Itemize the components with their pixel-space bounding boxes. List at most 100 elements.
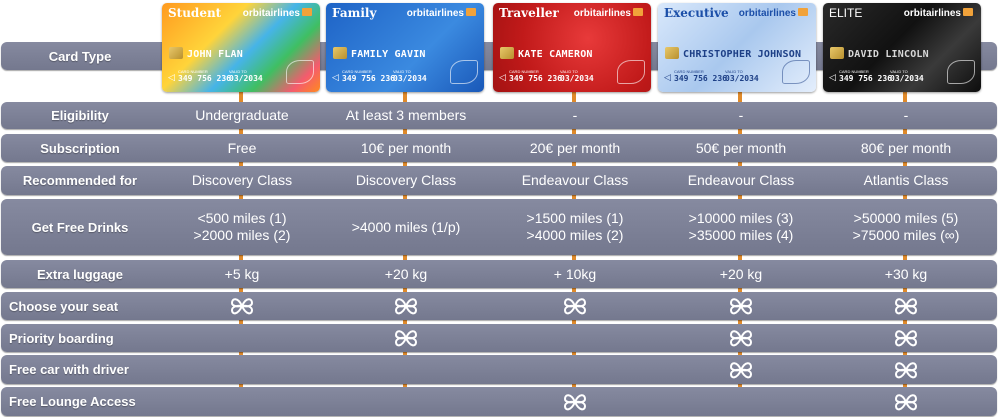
feature-row: Free Lounge Access — [1, 387, 997, 416]
cell-line: >1500 miles (1) — [526, 210, 624, 226]
cell-line: At least 3 members — [345, 107, 467, 123]
row-label: Recommended for — [22, 173, 138, 188]
cell-line: Discovery Class — [355, 172, 457, 188]
card-number: 349 756 236 — [178, 74, 231, 83]
cell-line: >4000 miles (1/p) — [351, 218, 461, 235]
cell-line: +5 kg — [224, 265, 260, 282]
cell-line: Endeavour Class — [521, 172, 629, 188]
fern-icon — [947, 60, 975, 84]
row-label: Free Lounge Access — [9, 394, 136, 409]
cell-line: +30 kg — [884, 265, 928, 282]
row-cell: Atlantis Class — [826, 166, 986, 195]
feature-row: Priority boarding — [1, 324, 997, 352]
valid-to-caption: VALID TO — [560, 69, 578, 74]
orbit-logo-icon — [661, 324, 821, 352]
row-label: Choose your seat — [9, 298, 119, 314]
card-tier-name: Traveller — [499, 6, 559, 20]
orbit-logo-icon — [661, 292, 821, 320]
row-cell: 80€ per month — [826, 134, 986, 162]
membership-card-student[interactable]: Student orbitairlines JOHN FLAN CARD NUMBER… — [162, 3, 320, 92]
card-number: 349 756 236 — [509, 74, 562, 83]
row-cell: >10000 miles (3) >35000 miles (4) — [661, 199, 821, 255]
fern-icon — [450, 60, 478, 84]
fern-icon — [782, 60, 810, 84]
triangle-icon: ◁ — [168, 72, 175, 82]
card-tier-name: Executive — [664, 6, 729, 20]
row-cell: - — [661, 102, 821, 129]
row-label: Extra luggage — [37, 266, 123, 282]
row-cell: Discovery Class — [326, 166, 486, 195]
card-expiry: 03/2034 — [725, 74, 759, 83]
cell-line: - — [738, 107, 744, 123]
card-number: 349 756 236 — [342, 74, 395, 83]
valid-to-caption: VALID TO — [393, 69, 411, 74]
membership-card-family[interactable]: Family orbitairlines FAMILY GAVIN CARD NUMB… — [326, 3, 484, 92]
row-cell: + 10kg — [495, 260, 655, 288]
membership-card-executive[interactable]: Executive orbitairlines CHRISTOPHER JOHNSO… — [658, 3, 816, 92]
triangle-icon: ◁ — [829, 72, 836, 82]
valid-to-caption: VALID TO — [890, 69, 908, 74]
orbit-logo-icon — [162, 292, 322, 320]
card-number-caption: CARD NUMBER — [509, 69, 539, 74]
row-cell: >4000 miles (1/p) — [326, 199, 486, 255]
row-cell: - — [495, 102, 655, 129]
row-label: Get Free Drinks — [31, 219, 129, 235]
card-number-caption: CARD NUMBER — [674, 69, 704, 74]
card-chip-icon — [333, 47, 347, 59]
orbit-logo-icon — [826, 387, 986, 416]
envelope-logo-icon — [633, 8, 643, 16]
row-cell: 10€ per month — [326, 134, 486, 162]
envelope-logo-icon — [466, 8, 476, 16]
orbit-logo-icon — [826, 292, 986, 320]
cell-line: >50000 miles (5) — [853, 210, 959, 226]
cell-line: >10000 miles (3) — [688, 210, 794, 226]
card-number: 349 756 236 — [674, 74, 727, 83]
row-cell: Endeavour Class — [661, 166, 821, 195]
row-cell: Endeavour Class — [495, 166, 655, 195]
card-expiry: 03/2034 — [560, 74, 594, 83]
card-brand-name: orbitairlines — [242, 8, 300, 19]
card-holder-name: CHRISTOPHER JOHNSON — [683, 49, 802, 60]
orbit-logo-icon — [826, 355, 986, 384]
cell-line: 20€ per month — [529, 139, 621, 156]
card-brand-name: orbitairlines — [573, 8, 631, 19]
card-chip-icon — [169, 47, 183, 59]
card-tier-name: Family — [332, 6, 377, 20]
card-tier-name: ELITE — [829, 6, 863, 20]
cell-line: Atlantis Class — [863, 172, 949, 188]
card-holder-name: KATE CAMERON — [518, 49, 593, 60]
card-holder-name: DAVID LINCOLN — [848, 49, 929, 60]
card-number-caption: CARD NUMBER — [178, 69, 208, 74]
cell-line: 80€ per month — [860, 139, 952, 156]
card-chip-icon — [665, 47, 679, 59]
cell-line: >2000 miles (2) — [193, 227, 291, 243]
row-label: Free car with driver — [9, 362, 129, 377]
card-expiry: 03/2034 — [229, 74, 263, 83]
orbit-logo-icon — [326, 324, 486, 352]
triangle-icon: ◁ — [499, 72, 506, 82]
cell-line: + 10kg — [553, 265, 597, 282]
cell-line: 10€ per month — [360, 139, 452, 156]
row-cell: - — [826, 102, 986, 129]
card-brand-name: orbitairlines — [406, 8, 464, 19]
card-brand-name: orbitairlines — [903, 8, 961, 19]
cell-line: Discovery Class — [191, 172, 293, 188]
row-cell: >50000 miles (5) >75000 miles (∞) — [826, 199, 986, 255]
fern-icon — [286, 60, 314, 84]
card-type-label: Card Type — [48, 48, 112, 64]
feature-row: Extra luggage +5 kg +20 kg + 10kg +20 kg +30 … — [1, 260, 997, 288]
card-chip-icon — [500, 47, 514, 59]
orbit-logo-icon — [661, 355, 821, 384]
row-cell: At least 3 members — [326, 102, 486, 129]
feature-row: Get Free Drinks <500 miles (1) >2000 miles… — [1, 199, 997, 255]
envelope-logo-icon — [302, 8, 312, 16]
row-cell: Discovery Class — [162, 166, 322, 195]
feature-row: Subscription Free 10€ per month 20€ per mon… — [1, 134, 997, 162]
membership-card-elite[interactable]: ELITE orbitairlines DAVID LINCOLN CARD NUMB… — [823, 3, 981, 92]
row-label: Priority boarding — [9, 330, 114, 346]
triangle-icon: ◁ — [332, 72, 339, 82]
triangle-icon: ◁ — [664, 72, 671, 82]
row-label: Subscription — [40, 140, 120, 156]
membership-card-traveller[interactable]: Traveller orbitairlines KATE CAMERON CARD N… — [493, 3, 651, 92]
cell-line: Endeavour Class — [687, 172, 795, 188]
